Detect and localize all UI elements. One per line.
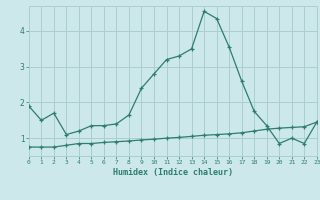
X-axis label: Humidex (Indice chaleur): Humidex (Indice chaleur) xyxy=(113,168,233,177)
